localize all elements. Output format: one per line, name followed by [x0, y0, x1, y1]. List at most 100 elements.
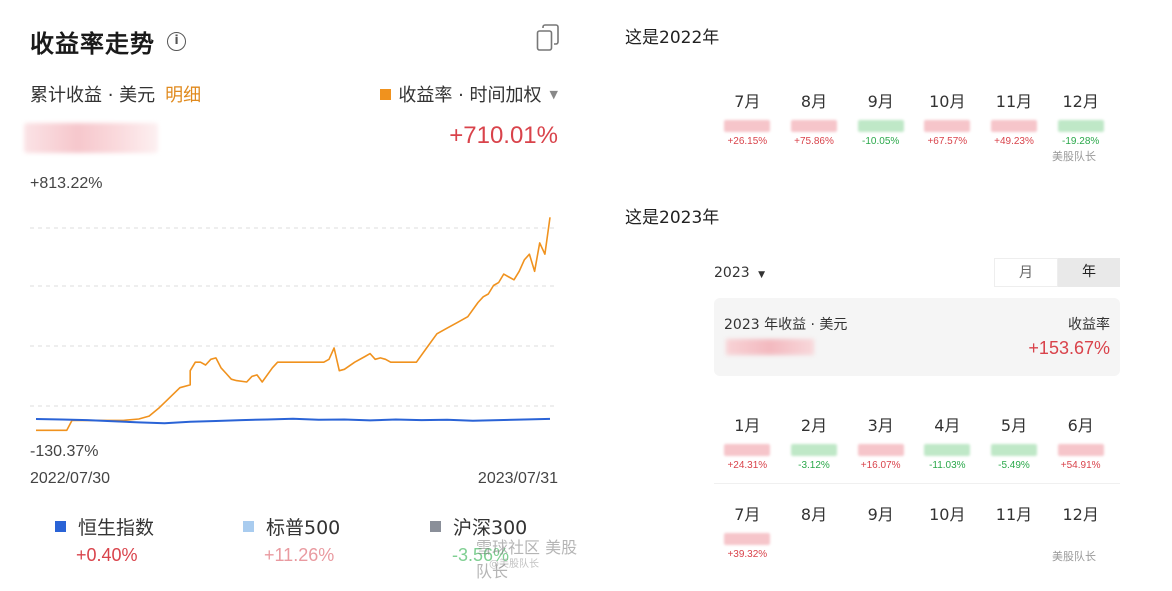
month-label: 12月	[1062, 92, 1099, 111]
blurred-month-amount	[990, 120, 1037, 132]
month-label: 2月	[800, 416, 828, 435]
legend-sp500[interactable]: 标普500	[243, 513, 340, 540]
month-label: 8月	[800, 92, 828, 111]
x-start-label: 2022/07/30	[30, 470, 110, 487]
month-label: 5月	[1000, 416, 1028, 435]
card-right-label: 收益率	[1068, 317, 1110, 333]
tab-year[interactable]: 年	[1058, 258, 1120, 287]
month-return-value: -19.28%	[1062, 136, 1100, 147]
tab-month[interactable]: 月	[994, 258, 1058, 287]
month-label: 9月	[867, 92, 894, 111]
blurred-month-amount	[924, 120, 971, 132]
series-layer	[35, 217, 551, 432]
month-return-value: +24.31%	[727, 460, 768, 471]
year-dropdown[interactable]: 2023 ▼	[714, 265, 765, 281]
total-return-value: +710.01%	[449, 122, 558, 149]
panel-title: 收益率走势	[30, 30, 155, 58]
cumulative-return-label: 累计收益 · 美元 明细	[30, 81, 201, 107]
metric-label: 收益率 · 时间加权	[398, 85, 542, 106]
monthly-returns-panel: 这是2022年 7月 +26.15% 8月 +75.86% 9月 -10.05% 10月 +6…	[590, 0, 1172, 591]
watermark: 美股队长	[1052, 150, 1096, 163]
chevron-down-icon: ▼	[549, 87, 558, 101]
yearly-summary-card: 2023 年收益 · 美元 收益率 +153.67%	[714, 298, 1120, 376]
month-cell[interactable]: 10月	[914, 501, 981, 560]
detail-link[interactable]: 明细	[165, 85, 202, 106]
legend-name: 标普500	[266, 517, 341, 539]
months-2023-h1-grid: 1月 +24.31% 2月 -3.12% 3月 +16.07% 4月 -11.03% 5月 -5.…	[714, 412, 1114, 471]
month-cell[interactable]: 8月 +75.86%	[781, 88, 848, 147]
metric-dropdown[interactable]: 收益率 · 时间加权 ▼	[380, 81, 558, 107]
month-label: 7月	[734, 505, 761, 524]
month-label: 10月	[929, 92, 966, 111]
blurred-month-amount	[990, 444, 1037, 456]
month-return-value: +26.15%	[727, 136, 768, 147]
month-cell[interactable]: 7月 +26.15%	[714, 88, 781, 147]
month-cell[interactable]: 9月 -10.05%	[847, 88, 914, 147]
month-cell[interactable]: 11月	[981, 501, 1048, 560]
card-label: 2023 年收益 · 美元	[724, 317, 848, 333]
y-max-label: +813.22%	[30, 175, 103, 192]
blurred-month-amount	[1057, 444, 1104, 456]
section-2022-title: 这是2022年	[625, 28, 720, 48]
months-2023-h2-grid: 7月 +39.32% 8月 9月 10月 11月 12月	[714, 501, 1114, 560]
month-return-value: -3.12%	[798, 460, 830, 471]
x-end-label: 2023/07/31	[478, 470, 558, 487]
month-label: 1月	[734, 416, 761, 435]
portfolio-return-line	[36, 217, 551, 432]
info-icon[interactable]: i	[167, 32, 186, 51]
blurred-amount	[24, 123, 158, 153]
blurred-month-amount	[724, 533, 771, 545]
legend-name: 恒生指数	[78, 517, 155, 539]
month-cell[interactable]: 10月 +67.57%	[914, 88, 981, 147]
month-cell[interactable]: 8月	[781, 501, 848, 560]
legend-value: +11.26%	[264, 545, 335, 565]
watermark: 雪球社区 美股队长	[476, 534, 580, 582]
month-label: 8月	[800, 505, 828, 524]
return-line-chart: +813.22% -130.37% 2022/07/30 2023/07/31	[30, 175, 558, 487]
card-return-value: +153.67%	[1028, 338, 1110, 358]
month-return-value: -5.49%	[998, 460, 1030, 471]
month-cell[interactable]: 12月 -19.28%	[1047, 88, 1114, 147]
month-cell[interactable]: 6月 +54.91%	[1047, 412, 1114, 471]
month-cell[interactable]: 1月 +24.31%	[714, 412, 781, 471]
y-min-label: -130.37%	[30, 443, 99, 460]
month-label: 12月	[1062, 505, 1099, 524]
month-return-value: +16.07%	[860, 460, 901, 471]
legend-swatch	[243, 521, 254, 532]
watermark: 美股队长	[1052, 550, 1096, 563]
title-row: 收益率走势 i	[30, 24, 186, 59]
month-label: 11月	[995, 92, 1033, 111]
month-return-value: -10.05%	[862, 136, 900, 147]
legend-value: +0.40%	[76, 545, 138, 565]
month-cell[interactable]: 11月 +49.23%	[981, 88, 1048, 147]
legend-csi300[interactable]: 沪深300	[430, 513, 527, 540]
blurred-month-amount	[724, 444, 771, 456]
legend-swatch	[55, 521, 66, 532]
month-return-value: +75.86%	[794, 136, 834, 147]
hsi-benchmark-line	[35, 417, 551, 425]
return-trend-panel: 收益率走势 i 累计收益 · 美元 明细 收益率 · 时间加权 ▼ +710.01…	[0, 0, 580, 591]
blurred-month-amount	[857, 444, 904, 456]
month-cell[interactable]: 9月	[847, 501, 914, 560]
sub-label: 累计收益 · 美元	[30, 85, 156, 106]
share-icon[interactable]	[536, 24, 560, 52]
month-return-value: +39.32%	[727, 549, 768, 560]
divider	[714, 483, 1120, 484]
blurred-month-amount	[924, 444, 971, 456]
month-cell[interactable]: 3月 +16.07%	[847, 412, 914, 471]
month-label: 4月	[934, 416, 961, 435]
month-cell[interactable]: 7月 +39.32%	[714, 501, 781, 560]
month-return-value: +54.91%	[1060, 460, 1101, 471]
month-return-value: +67.57%	[927, 136, 968, 147]
month-cell[interactable]: 5月 -5.49%	[981, 412, 1048, 471]
month-cell[interactable]: 12月	[1047, 501, 1114, 560]
month-cell[interactable]: 4月 -11.03%	[914, 412, 981, 471]
blurred-month-amount	[857, 120, 904, 132]
month-cell[interactable]: 2月 -3.12%	[781, 412, 848, 471]
watermark-text-2: 雪球社区	[476, 538, 541, 557]
month-return-value: +49.23%	[994, 136, 1034, 147]
watermark-text: 美股队长	[476, 538, 578, 581]
legend-hsi[interactable]: 恒生指数	[55, 513, 154, 540]
watermark-sub: @美股队长	[489, 559, 539, 570]
month-label: 6月	[1067, 416, 1094, 435]
